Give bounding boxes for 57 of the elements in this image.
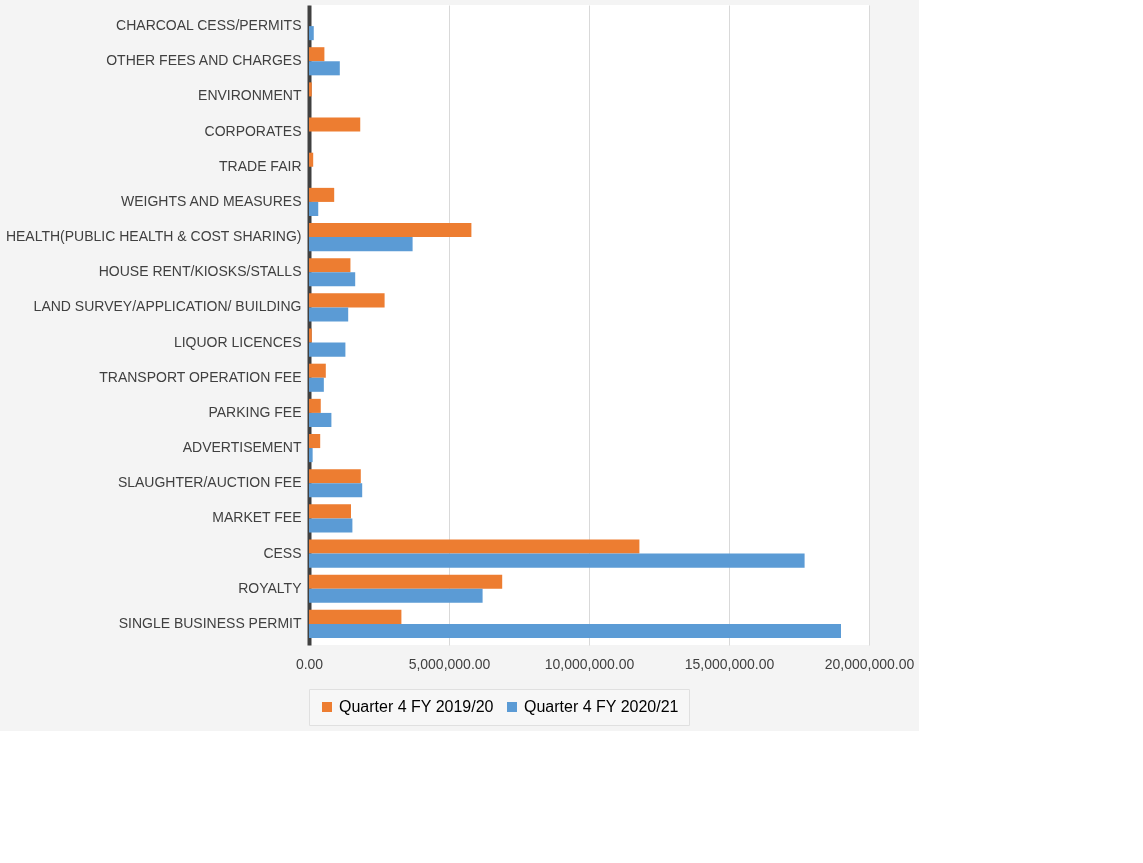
bar bbox=[309, 574, 503, 589]
y-tick-label: CORPORATES bbox=[204, 122, 302, 139]
y-tick-label: LIQUOR LICENCES bbox=[173, 333, 302, 350]
x-tick-label: 10,000,000.00 bbox=[544, 655, 635, 672]
y-tick-label: SLAUGHTER/AUCTION FEE bbox=[117, 474, 302, 491]
y-tick-label: SINGLE BUSINESS PERMIT bbox=[118, 614, 302, 631]
y-tick-label: TRANSPORT OPERATION FEE bbox=[99, 368, 302, 385]
y-tick-label: MARKET FEE bbox=[212, 509, 302, 526]
bar bbox=[309, 293, 385, 308]
y-tick-label: ROYALTY bbox=[238, 579, 303, 596]
bar bbox=[309, 342, 346, 357]
bar bbox=[309, 363, 326, 378]
bar bbox=[309, 377, 324, 392]
bar bbox=[309, 483, 363, 498]
bar bbox=[309, 398, 321, 413]
bar bbox=[309, 448, 313, 463]
bar bbox=[309, 469, 361, 484]
bar bbox=[309, 539, 640, 554]
bar bbox=[309, 518, 353, 533]
legend-label: Quarter 4 FY 2019/20 bbox=[339, 698, 494, 715]
bar bbox=[309, 187, 335, 202]
y-tick-label: PARKING FEE bbox=[208, 403, 302, 420]
x-tick-label: 20,000,000.00 bbox=[824, 655, 915, 672]
bar bbox=[309, 412, 332, 427]
y-tick-label: TRADE FAIR bbox=[219, 157, 302, 174]
bar bbox=[309, 553, 805, 568]
bar bbox=[309, 26, 314, 41]
y-tick-label: ADVERTISEMENT bbox=[182, 439, 302, 456]
bar bbox=[309, 504, 351, 519]
y-tick-label: LAND SURVEY/APPLICATION/ BUILDING bbox=[33, 298, 302, 315]
y-tick-label: OTHER FEES AND CHARGES bbox=[106, 52, 302, 69]
bar bbox=[309, 237, 413, 252]
bar bbox=[309, 272, 356, 287]
bar bbox=[309, 328, 312, 343]
bar bbox=[309, 47, 325, 62]
y-tick-label: CHARCOAL CESS/PERMITS bbox=[116, 17, 302, 34]
x-tick-label: 15,000,000.00 bbox=[684, 655, 775, 672]
bar bbox=[309, 609, 402, 624]
bar bbox=[309, 588, 483, 603]
y-tick-label: CESS bbox=[263, 544, 302, 561]
y-tick-label: ENVIRONMENT bbox=[198, 87, 302, 104]
bar bbox=[309, 223, 472, 238]
bar bbox=[309, 82, 312, 97]
x-tick-label: 0.00 bbox=[295, 655, 324, 672]
y-tick-label: WEIGHTS AND MEASURES bbox=[121, 192, 302, 209]
y-tick-label: HEALTH(PUBLIC HEALTH & COST SHARING) bbox=[5, 228, 302, 245]
y-tick-label: HOUSE RENT/KIOSKS/STALLS bbox=[98, 263, 302, 280]
bar bbox=[309, 201, 319, 216]
bar bbox=[309, 307, 349, 322]
bar bbox=[309, 623, 841, 638]
bar bbox=[309, 117, 361, 132]
bar bbox=[309, 258, 351, 273]
x-tick-label: 5,000,000.00 bbox=[408, 655, 491, 672]
bar bbox=[309, 434, 321, 449]
bar bbox=[309, 152, 314, 167]
legend-label: Quarter 4 FY 2020/21 bbox=[524, 698, 679, 715]
bar bbox=[309, 61, 340, 76]
